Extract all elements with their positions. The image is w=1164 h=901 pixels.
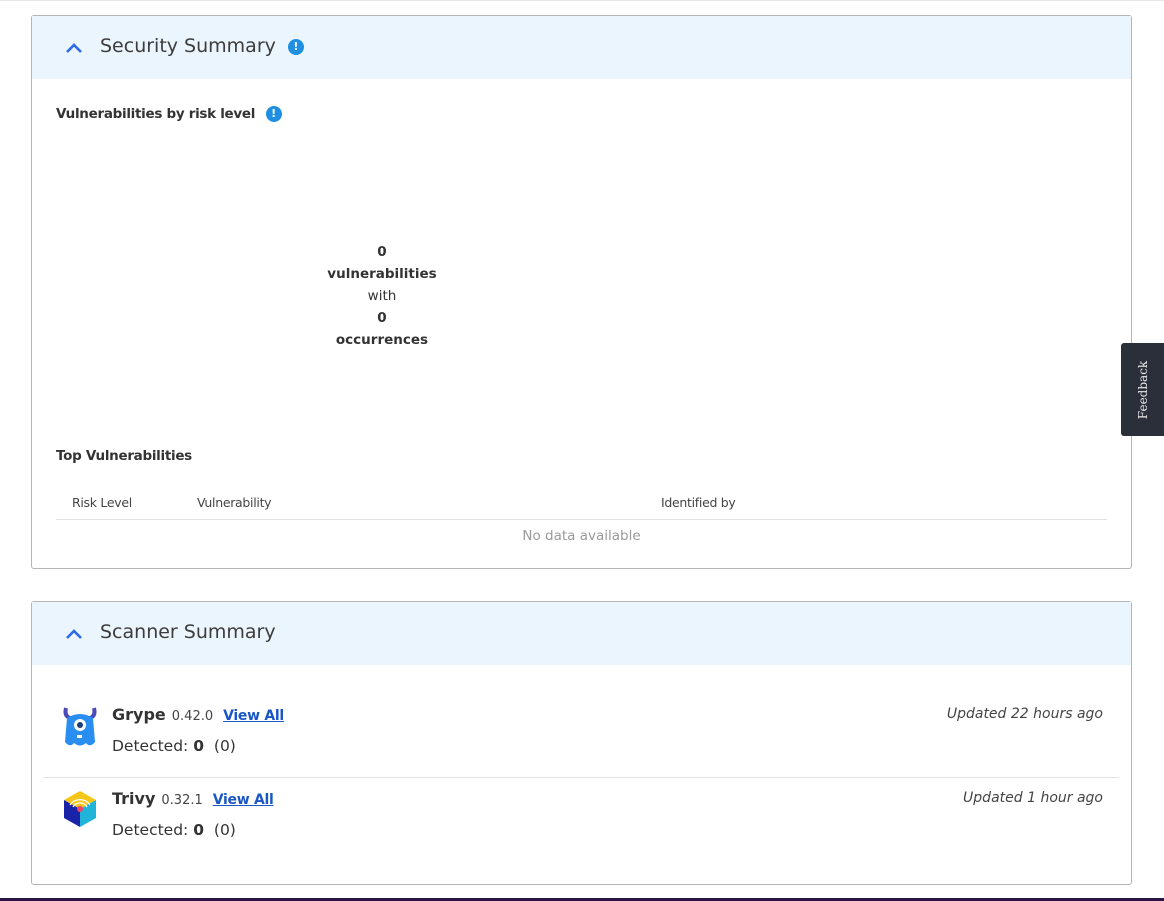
info-icon[interactable]: !	[287, 38, 304, 55]
info-icon[interactable]: !	[265, 106, 282, 122]
scanner-version: 0.42.0	[171, 709, 214, 724]
detected-count: 0	[193, 737, 205, 755]
column-risk-level[interactable]: Risk Level	[72, 495, 132, 510]
scanner-name: Grype	[112, 705, 166, 724]
vulnerability-stats: 0 vulnerabilities with 0 occurrences	[282, 241, 482, 351]
vuln-count: 0	[377, 244, 387, 260]
scanner-name: Trivy	[112, 789, 156, 808]
column-vulnerability[interactable]: Vulnerability	[197, 495, 272, 510]
grype-view-all-link[interactable]: View All	[223, 708, 284, 724]
security-summary-title: Security Summary !	[100, 35, 304, 57]
security-summary-header[interactable]: Security Summary !	[32, 16, 1131, 79]
scanner-summary-header[interactable]: Scanner Summary	[32, 602, 1131, 665]
detected-label: Detected:	[112, 821, 189, 839]
feedback-label: Feedback	[1135, 360, 1150, 419]
no-data-message: No data available	[522, 528, 641, 544]
chevron-up-icon[interactable]	[65, 628, 83, 640]
heading-text: Vulnerabilities by risk level	[56, 106, 256, 122]
grype-detected: Detected: 0 (0)	[112, 737, 236, 755]
column-identified-by[interactable]: Identified by	[661, 495, 736, 510]
grype-updated: Updated 22 hours ago	[946, 706, 1103, 722]
security-summary-panel: Security Summary ! Vulnerabilities by ri…	[31, 15, 1132, 569]
top-vulnerabilities-heading: Top Vulnerabilities	[56, 448, 192, 464]
scanner-summary-panel: Scanner Summary	[31, 601, 1132, 885]
trivy-updated: Updated 1 hour ago	[963, 790, 1103, 806]
scanner-row-grype: Grype 0.42.0 View All	[112, 705, 284, 724]
with-label: with	[367, 288, 397, 304]
vuln-label: vulnerabilities	[327, 266, 437, 282]
grype-logo-icon	[63, 707, 97, 746]
detected-count: 0	[193, 821, 205, 839]
title-text: Security Summary	[100, 35, 276, 57]
bottom-bar	[0, 898, 1164, 901]
occ-label: occurrences	[335, 332, 429, 348]
scanner-version: 0.32.1	[161, 793, 203, 808]
scanner-summary-title: Scanner Summary	[100, 621, 276, 643]
detected-occurrences: (0)	[213, 821, 236, 839]
trivy-view-all-link[interactable]: View All	[212, 792, 274, 808]
scanner-divider	[44, 777, 1119, 778]
top-divider	[0, 0, 1164, 1]
trivy-logo-icon	[64, 791, 96, 827]
detected-occurrences: (0)	[213, 737, 236, 755]
table-divider	[56, 519, 1107, 520]
vulnerabilities-by-risk-heading: Vulnerabilities by risk level !	[56, 106, 282, 122]
scanner-row-trivy: Trivy 0.32.1 View All	[112, 789, 274, 808]
feedback-tab[interactable]: Feedback	[1121, 343, 1164, 436]
occ-count: 0	[377, 310, 387, 326]
detected-label: Detected:	[112, 737, 189, 755]
chevron-up-icon[interactable]	[65, 42, 83, 54]
trivy-detected: Detected: 0 (0)	[112, 821, 236, 839]
